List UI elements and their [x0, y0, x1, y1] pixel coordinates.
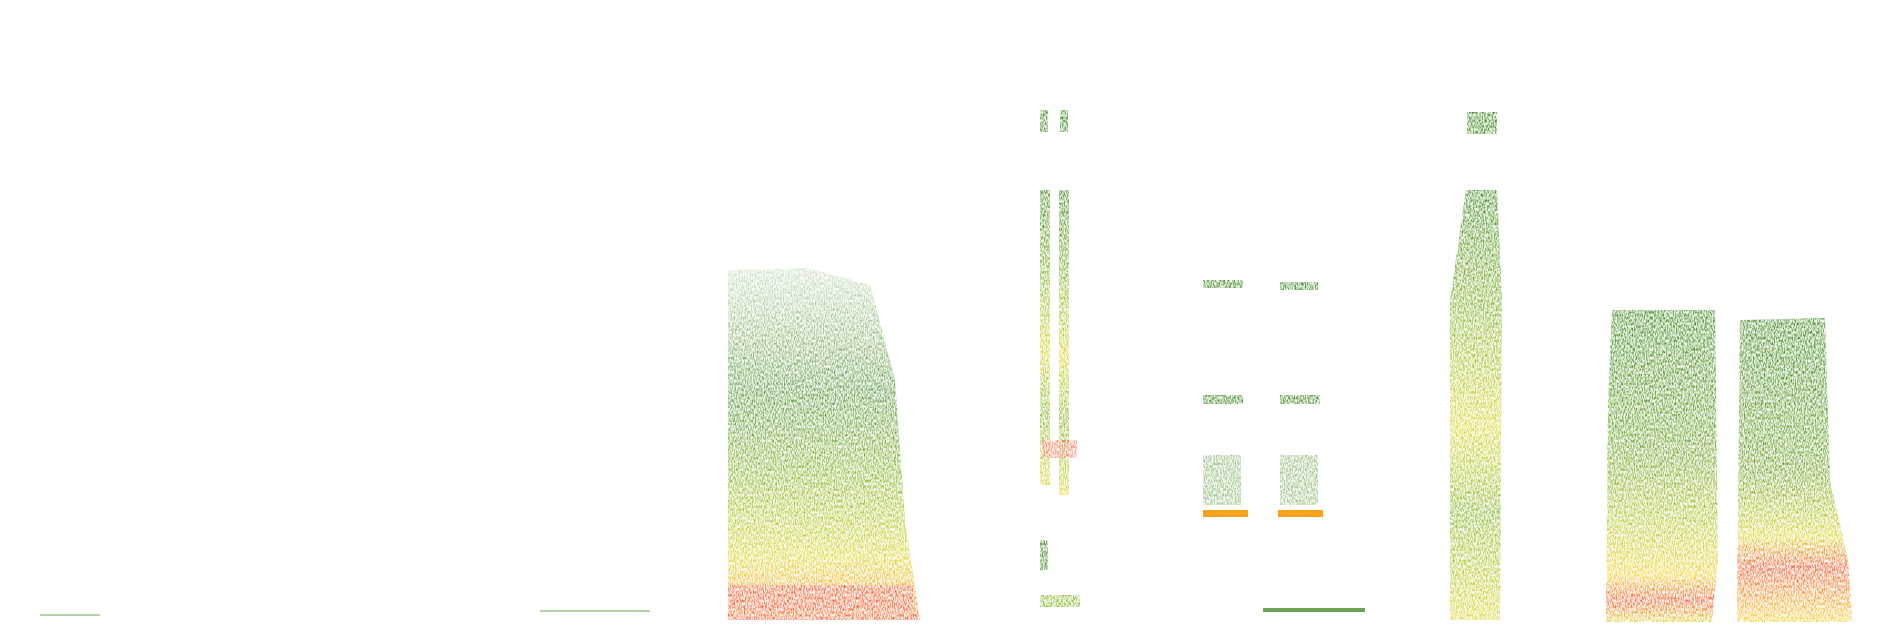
broadband-burst	[728, 268, 920, 620]
noise-floor	[40, 610, 650, 616]
double-click-trains	[1040, 110, 1080, 607]
paired-broadband-calls	[1606, 310, 1852, 622]
narrow-column-call	[1450, 112, 1502, 620]
paired-tonal-pulses	[1203, 280, 1365, 612]
